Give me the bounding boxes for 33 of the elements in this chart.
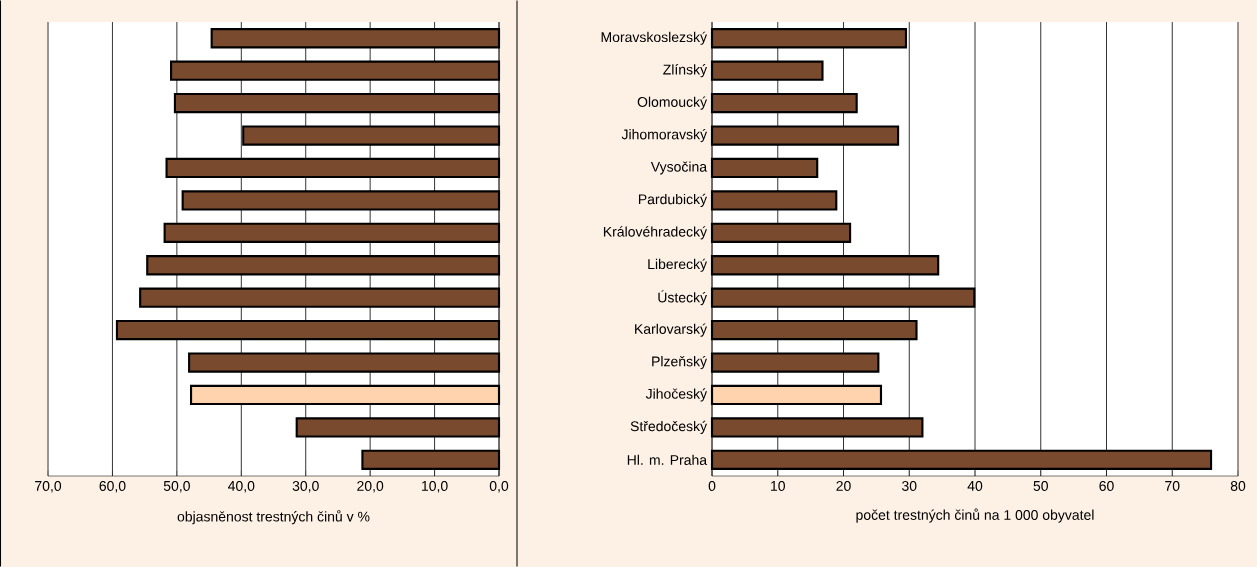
- y-tick-label: Jihočeský: [645, 388, 708, 402]
- y-tick-label: Jihomoravský: [621, 128, 708, 143]
- y-tick-label: Karlovarský: [635, 323, 708, 337]
- y-tick-label: Plzeňský: [652, 355, 708, 370]
- y-tick-label: Pardubický: [638, 193, 708, 207]
- x-tick-label: 60: [1099, 480, 1114, 491]
- y-tick-label: Královéhradecký: [603, 226, 708, 240]
- x-axis-title: objasněnost trestných činů v %: [177, 510, 370, 525]
- y-tick-label: Hl. m. Praha: [627, 454, 708, 465]
- x-tick-label: 10: [771, 480, 785, 491]
- x-tick-label: 30,0: [292, 480, 319, 493]
- x-tick-label: 70: [1165, 480, 1180, 491]
- y-tick-label: Olomoucký: [637, 96, 708, 110]
- x-tick-label: 40: [967, 480, 983, 491]
- y-tick-label: Zlínský: [663, 64, 708, 78]
- x-tick-label: 70,0: [35, 480, 62, 493]
- y-tick-label: Středočeský: [630, 420, 708, 434]
- y-tick-label: Moravskoslezský: [601, 31, 708, 45]
- y-tick-label: Vysočina: [650, 161, 708, 175]
- x-axis-title: počet trestných činů na 1 000 obyvatel: [856, 508, 1094, 523]
- x-tick-label: 40,0: [227, 480, 255, 493]
- x-tick-label: 60,0: [99, 480, 126, 493]
- x-tick-label: 20,0: [357, 480, 384, 493]
- x-tick-label: 20: [836, 480, 851, 491]
- x-tick-label: 0,0: [489, 480, 509, 493]
- x-tick-label: 10,0: [422, 480, 448, 493]
- x-tick-label: 80: [1230, 480, 1246, 491]
- y-tick-label: Liberecký: [648, 258, 708, 272]
- y-tick-label: Ústecký: [658, 290, 708, 306]
- x-tick-label: 0: [708, 480, 716, 491]
- x-tick-label: 50,0: [163, 480, 190, 493]
- x-tick-label: 50: [1033, 480, 1048, 491]
- x-tick-label: 30: [902, 480, 917, 491]
